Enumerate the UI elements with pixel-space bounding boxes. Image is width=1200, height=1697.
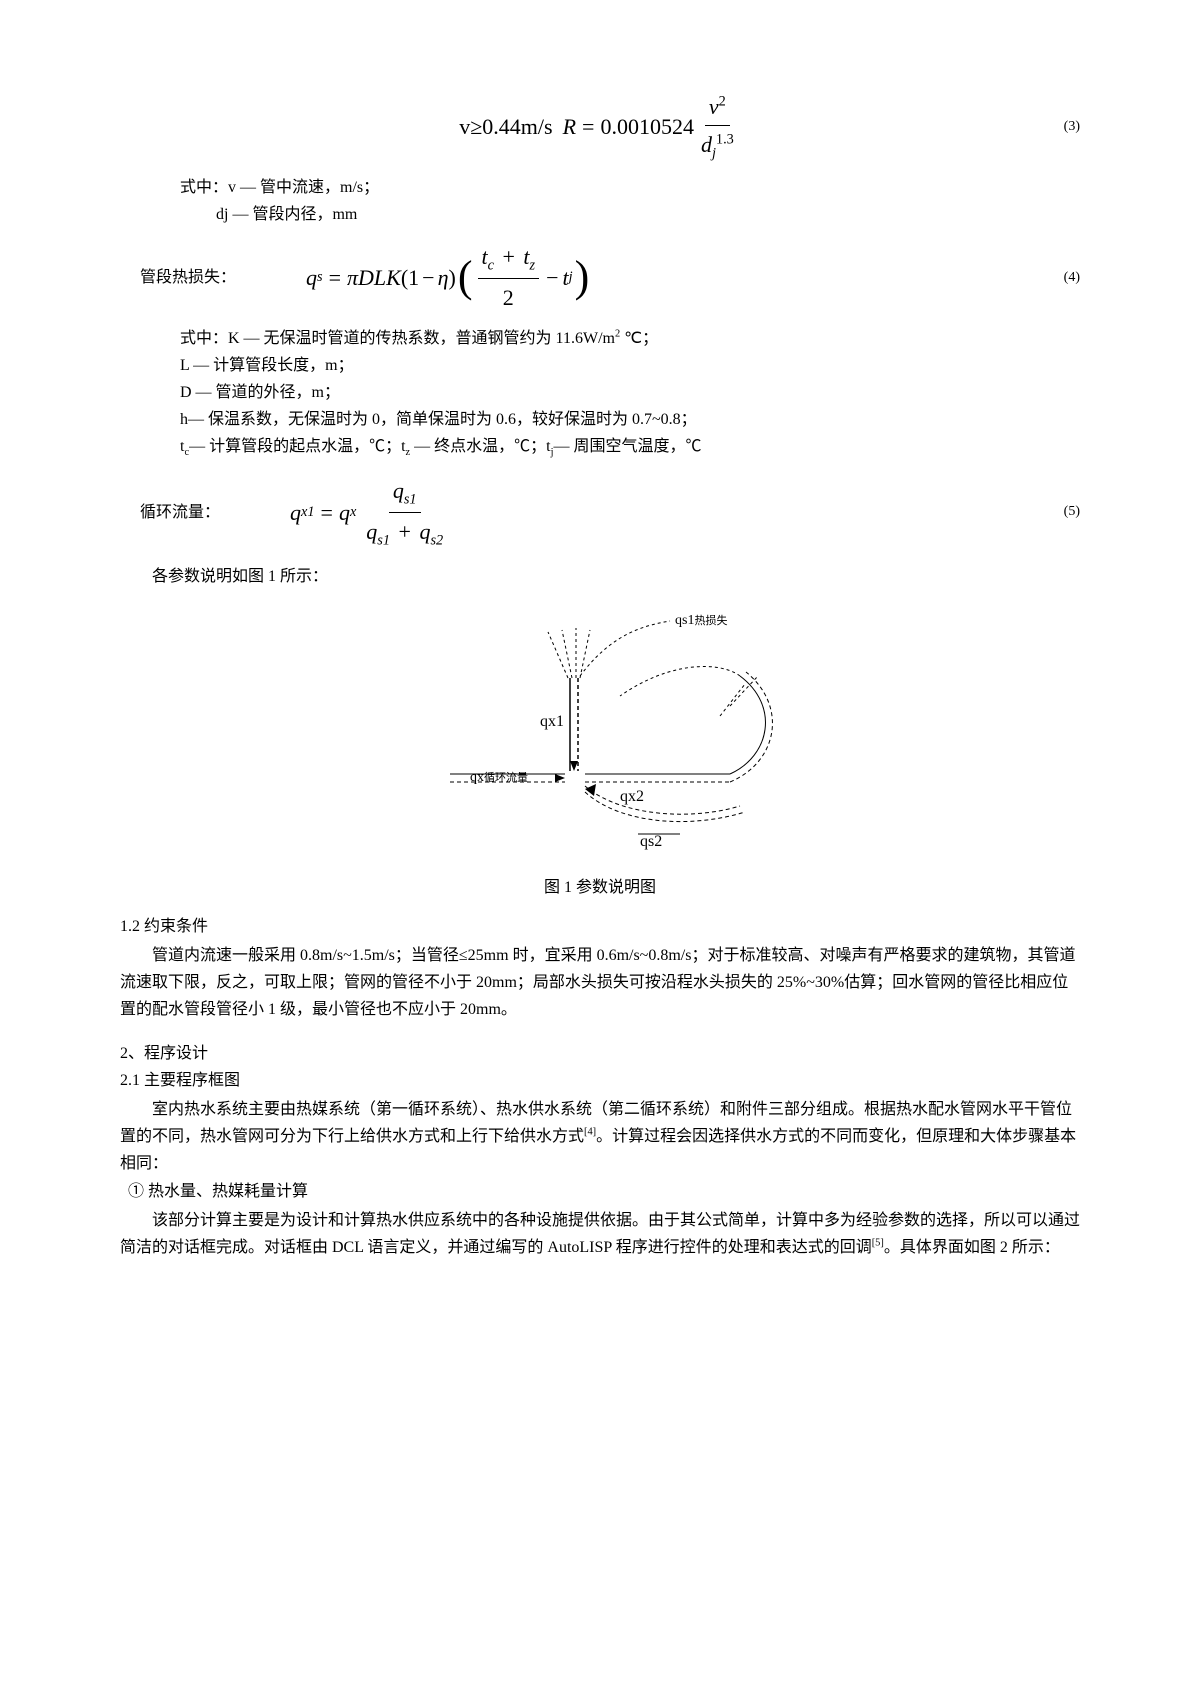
list-item-1: ① 热水量、热媒耗量计算 [128, 1178, 1080, 1205]
eq5-number: (5) [1064, 500, 1080, 524]
para-1-2: 管道内流速一般采用 0.8m/s~1.5m/s；当管径≤25mm 时，宜采用 0… [120, 942, 1080, 1024]
para-2-1b: 该部分计算主要是为设计和计算热水供应系统中的各种设施提供依据。由于其公式简单，计… [120, 1207, 1080, 1261]
eq3-number: (3) [1064, 115, 1080, 139]
equation-4: 管段热损失： qs = πDLK (1 − η) ( tc + tz 2 − t… [120, 238, 1080, 316]
svg-text:qx2: qx2 [620, 788, 644, 805]
figure1-caption: 图 1 参数说明图 [120, 874, 1080, 901]
defs-eq3: 式中：v — 管中流速，m/s； dj — 管段内径，mm [180, 174, 1080, 228]
para-figure-ref: 各参数说明如图 1 所示： [120, 563, 1080, 590]
equation-3: v≥0.44m/s R = 0.0010524 v2 dj1.3 (3) [120, 88, 1080, 166]
parameter-diagram: qs1热损失 qx1 qx循环流量 qx2 qs2 [120, 606, 1080, 866]
eq5-label: 循环流量： [140, 499, 220, 526]
para-2-1a: 室内热水系统主要由热媒系统（第一循环系统）、热水供水系统（第二循环系统）和附件三… [120, 1096, 1080, 1178]
heading-2: 2、程序设计 [120, 1040, 1080, 1067]
heading-1-2: 1.2 约束条件 [120, 913, 1080, 940]
svg-text:qs1热损失: qs1热损失 [675, 613, 727, 628]
equation-5: 循环流量： qx1 = qx qs1 qs1 + qs2 (5) [120, 472, 1080, 552]
eq3-coef: 0.0010524 [600, 108, 694, 145]
svg-text:qx1: qx1 [540, 713, 564, 730]
heading-2-1: 2.1 主要程序框图 [120, 1067, 1080, 1094]
defs-eq4: 式中：K — 无保温时管道的传热系数，普通钢管约为 11.6W/m2 ℃； L … [180, 325, 1080, 463]
eq3-prefix: v≥0.44m/s [459, 108, 552, 145]
eq4-label: 管段热损失： [140, 264, 236, 291]
eq3-lhs: R [563, 108, 576, 145]
svg-text:qx循环流量: qx循环流量 [470, 770, 528, 785]
eq4-number: (4) [1064, 266, 1080, 290]
svg-text:qs2: qs2 [640, 833, 662, 850]
diagram-svg: qs1热损失 qx1 qx循环流量 qx2 qs2 [390, 606, 810, 866]
